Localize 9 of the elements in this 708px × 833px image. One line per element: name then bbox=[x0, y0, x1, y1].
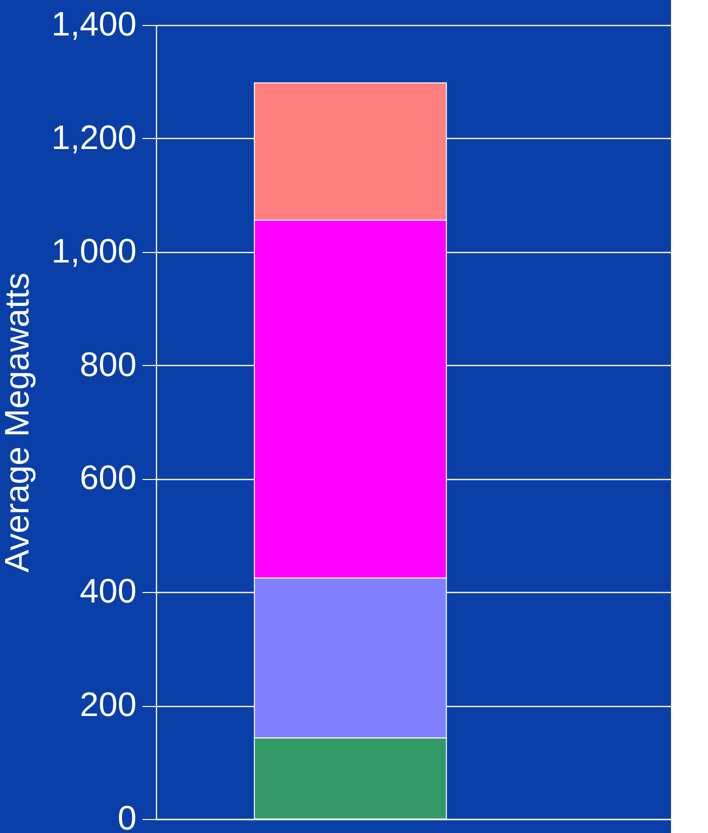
y-axis-title: Average Megawatts bbox=[0, 272, 36, 572]
y-tick-label: 0 bbox=[118, 800, 136, 833]
y-tick-label: 1,400 bbox=[51, 6, 136, 44]
y-tick-label: 1,000 bbox=[51, 232, 136, 270]
y-tick-label: 800 bbox=[80, 346, 136, 384]
y-tick-label: 200 bbox=[80, 686, 136, 724]
y-tick-label: 600 bbox=[80, 459, 136, 498]
y-tick-label: 400 bbox=[80, 572, 136, 611]
y-tick-label: 1,200 bbox=[51, 118, 136, 157]
